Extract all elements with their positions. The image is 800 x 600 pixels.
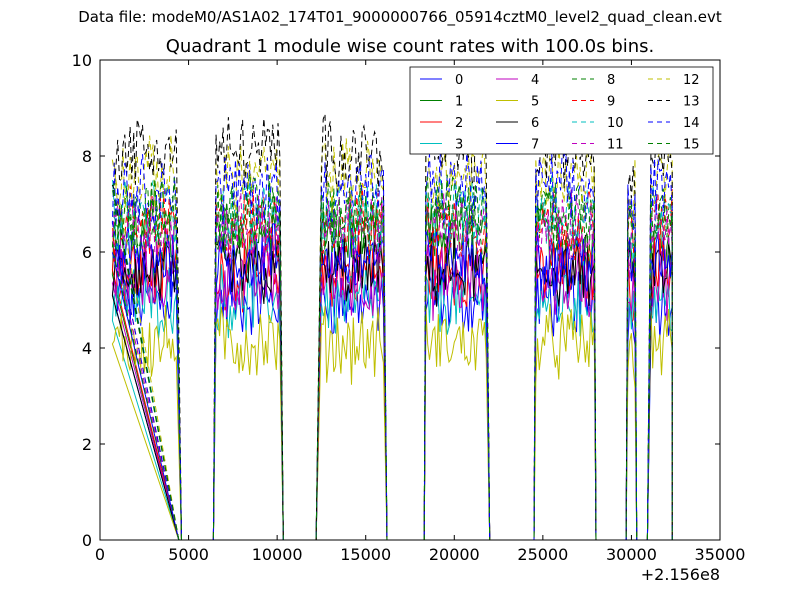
legend-label-13: 13 [683,95,700,110]
legend-label-14: 14 [683,116,700,131]
series-line-14 [111,148,673,540]
x-tick-label: 0 [95,545,105,564]
legend-label-10: 10 [607,116,624,131]
legend-label-2: 2 [455,116,463,131]
series-line-1 [111,195,673,540]
y-tick-label: 4 [82,339,92,358]
series-line-7 [111,220,673,540]
series-line-0 [111,262,673,540]
legend-label-0: 0 [455,73,463,88]
series-line-12 [111,134,673,540]
x-tick-label: 10000 [252,545,303,564]
y-tick-label: 8 [82,147,92,166]
series-line-5 [111,302,673,540]
figure-suptitle: Data file: modeM0/AS1A02_174T01_90000007… [78,8,722,26]
x-tick-label: 20000 [429,545,480,564]
legend-label-5: 5 [531,95,539,110]
legend-label-3: 3 [455,138,463,153]
x-tick-label: 35000 [695,545,746,564]
x-tick-label: 30000 [606,545,657,564]
legend-label-9: 9 [607,95,615,110]
series-line-13 [111,113,673,540]
y-tick-label: 0 [82,531,92,550]
legend-label-6: 6 [531,116,539,131]
legend-label-15: 15 [683,138,700,153]
series-line-9 [111,182,673,540]
series-line-11 [111,189,673,540]
x-tick-label: 5000 [168,545,209,564]
series-line-15 [111,173,673,540]
legend-label-11: 11 [607,138,624,153]
x-offset-label: +2.156e8 [641,565,720,584]
legend-label-1: 1 [455,95,463,110]
legend-label-4: 4 [531,73,539,88]
series-line-10 [111,171,673,540]
legend-label-12: 12 [683,73,700,88]
legend-label-7: 7 [531,138,539,153]
y-tick-label: 6 [82,243,92,262]
x-tick-label: 25000 [517,545,568,564]
legend-box [409,66,714,155]
plot-frame [99,59,721,541]
chart-title: Quadrant 1 module wise count rates with … [165,36,655,57]
y-tick-label: 2 [82,435,92,454]
y-tick-label: 10 [72,51,92,70]
x-tick-label: 15000 [340,545,391,564]
legend-label-8: 8 [607,73,615,88]
